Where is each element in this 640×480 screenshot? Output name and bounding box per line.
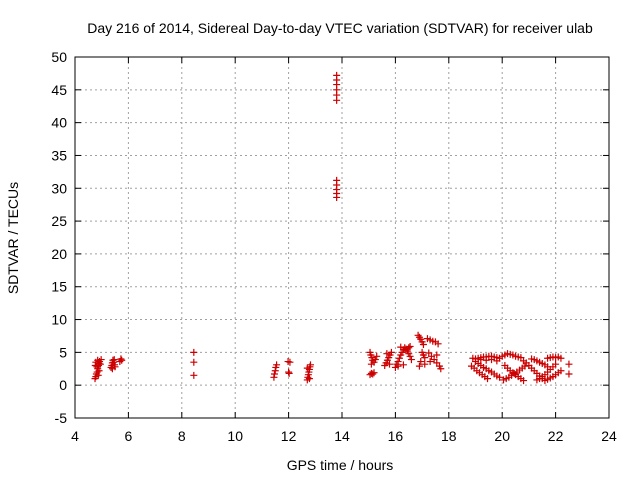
data-point	[367, 360, 375, 368]
x-tick-label: 8	[178, 428, 186, 444]
x-tick-label: 6	[125, 428, 133, 444]
data-point	[406, 342, 414, 350]
data-point	[270, 370, 278, 378]
x-tick-label: 20	[494, 428, 510, 444]
grid	[75, 57, 609, 418]
data-point	[190, 358, 198, 366]
y-tick-label: 35	[51, 147, 67, 163]
x-tick-label: 22	[548, 428, 564, 444]
data-point	[91, 361, 99, 369]
data-point	[97, 356, 105, 364]
data-point	[190, 348, 198, 356]
data-point	[419, 340, 427, 348]
y-tick-label: 5	[59, 344, 67, 360]
data-point	[306, 361, 314, 369]
data-point	[369, 370, 377, 378]
data-point	[434, 340, 442, 348]
data-point	[386, 360, 394, 368]
data-point	[305, 375, 313, 383]
data-point	[520, 377, 528, 385]
data-point	[95, 367, 103, 375]
data-point	[333, 96, 341, 104]
data-point	[496, 373, 504, 381]
x-tick-label: 18	[441, 428, 457, 444]
data-point	[482, 356, 490, 364]
data-point	[286, 358, 294, 366]
x-tick-label: 12	[281, 428, 297, 444]
data-point	[557, 367, 565, 375]
data-point	[370, 369, 378, 377]
data-point	[477, 356, 485, 364]
y-tick-label: 10	[51, 312, 67, 328]
data-point	[415, 362, 423, 370]
data-point	[387, 348, 395, 356]
data-point	[557, 354, 565, 362]
data-point	[394, 362, 402, 370]
axis-ticks: 4 6 8 10 12 14 16 18 20 22 24 -5 0 5 10 15 20 25 30 35 40 45 5…	[51, 49, 617, 444]
data-point	[395, 354, 403, 362]
y-tick-label: 40	[51, 115, 67, 131]
data-point	[421, 354, 429, 362]
data-point	[110, 356, 118, 364]
data-point	[93, 363, 101, 371]
data-point	[383, 350, 391, 358]
x-tick-label: 4	[71, 428, 79, 444]
x-tick-label: 16	[388, 428, 404, 444]
data-points	[91, 71, 573, 385]
data-point	[94, 371, 102, 379]
data-point	[373, 352, 381, 360]
y-tick-label: -5	[55, 410, 68, 426]
data-point	[565, 360, 573, 368]
y-tick-label: 45	[51, 82, 67, 98]
data-point	[303, 364, 311, 372]
data-point	[521, 362, 529, 370]
data-point	[273, 361, 281, 369]
x-axis-label: GPS time / hours	[287, 457, 394, 473]
data-point	[118, 356, 126, 364]
data-point	[190, 371, 198, 379]
y-tick-label: 20	[51, 246, 67, 262]
x-tick-label: 10	[227, 428, 243, 444]
y-tick-label: 0	[59, 377, 67, 393]
y-tick-label: 50	[51, 49, 67, 65]
data-point	[565, 370, 573, 378]
data-point	[484, 375, 492, 383]
data-point	[552, 360, 560, 368]
data-point	[333, 193, 341, 201]
chart-title: Day 216 of 2014, Sidereal Day-to-day VTE…	[87, 20, 593, 36]
y-axis-label: SDTVAR / TECUs	[5, 182, 21, 294]
data-point	[108, 365, 116, 373]
data-point	[405, 344, 413, 352]
data-point	[117, 355, 125, 363]
data-point	[417, 358, 425, 366]
data-point	[433, 351, 441, 359]
plot-frame	[74, 56, 610, 419]
data-point	[488, 356, 496, 364]
data-point	[493, 357, 501, 365]
data-point	[406, 352, 414, 360]
x-tick-label: 24	[601, 428, 617, 444]
data-point	[407, 356, 415, 364]
data-point	[426, 358, 434, 366]
y-tick-label: 25	[51, 213, 67, 229]
data-point	[399, 361, 407, 369]
data-point	[421, 360, 429, 368]
data-point	[371, 356, 379, 364]
data-point	[437, 365, 445, 373]
y-tick-label: 15	[51, 279, 67, 295]
data-point	[397, 343, 405, 351]
data-point	[285, 369, 293, 377]
x-tick-label: 14	[334, 428, 350, 444]
y-tick-label: 30	[51, 180, 67, 196]
